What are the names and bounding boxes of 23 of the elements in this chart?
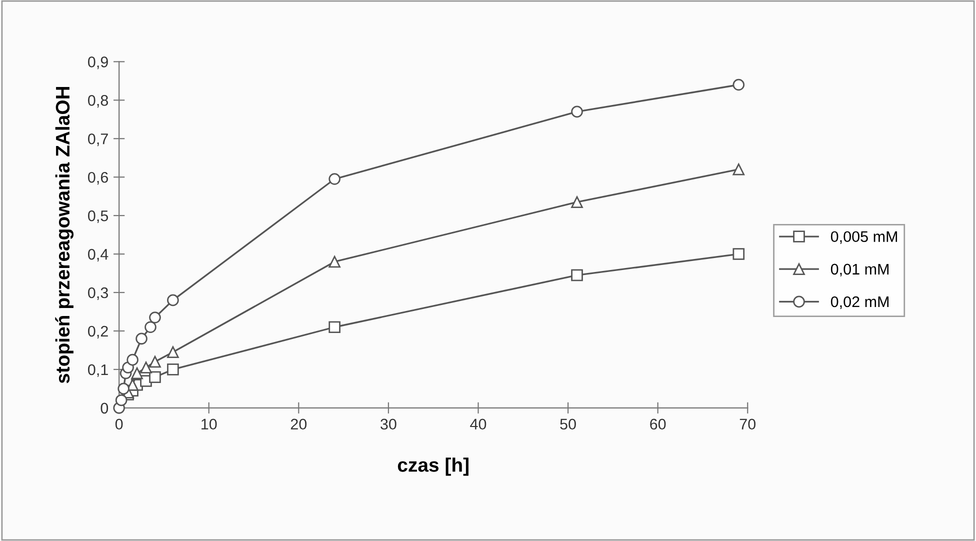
x-tick-label: 10 <box>202 418 217 430</box>
x-tick-label: 0 <box>115 418 123 430</box>
y-tick-label: 0 <box>100 402 108 414</box>
y-tick-label: 0,9 <box>88 56 108 70</box>
y-tick-label: 0,6 <box>88 172 108 185</box>
y-tick-label: 0,7 <box>88 133 108 146</box>
legend-label: 0,005 mM <box>830 231 897 244</box>
x-tick-label: 40 <box>470 418 486 430</box>
x-tick-label: 30 <box>380 418 396 430</box>
x-tick-label: 20 <box>290 418 307 430</box>
y-tick-label: 0,5 <box>88 210 108 224</box>
y-tick-label: 0,2 <box>88 326 108 338</box>
y-tick-label: 0,4 <box>88 248 108 262</box>
x-axis-title: czas [h] <box>398 458 468 476</box>
x-tick-label: 50 <box>560 418 576 430</box>
y-tick-label: 0,8 <box>88 95 108 108</box>
legend-label: 0,02 mM <box>830 296 889 309</box>
x-tick-label: 70 <box>740 418 756 430</box>
legend-label: 0,01 mM <box>830 264 889 276</box>
x-tick-label: 60 <box>650 418 666 430</box>
y-axis-title: stopień przereagowania ZAlaOH <box>55 86 74 384</box>
y-tick-label: 0,3 <box>88 287 108 300</box>
y-tick-label: 0,1 <box>88 364 108 377</box>
